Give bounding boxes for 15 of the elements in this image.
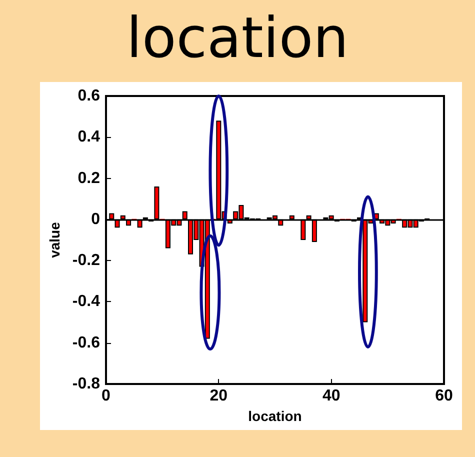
x-tick-label: 20 xyxy=(210,388,228,404)
y-tick-label: -0.4 xyxy=(72,293,100,310)
y-tick-label: 0.4 xyxy=(78,128,100,146)
y-axis-title: value xyxy=(46,222,63,258)
y-tick-label: 0 xyxy=(91,210,100,228)
y-tick-label: -0.2 xyxy=(72,252,100,270)
chart-title: location xyxy=(125,5,350,73)
x-tick-label: 40 xyxy=(322,388,340,404)
x-tick-label: 60 xyxy=(435,388,453,404)
x-tick-label: 0 xyxy=(102,388,111,404)
y-tick-label: 0.6 xyxy=(78,88,100,104)
x-axis-title: location xyxy=(248,408,302,424)
y-tick-label: 0.2 xyxy=(78,170,100,187)
y-tick-label: -0.6 xyxy=(72,334,100,352)
y-tick-label: -0.8 xyxy=(72,376,100,392)
